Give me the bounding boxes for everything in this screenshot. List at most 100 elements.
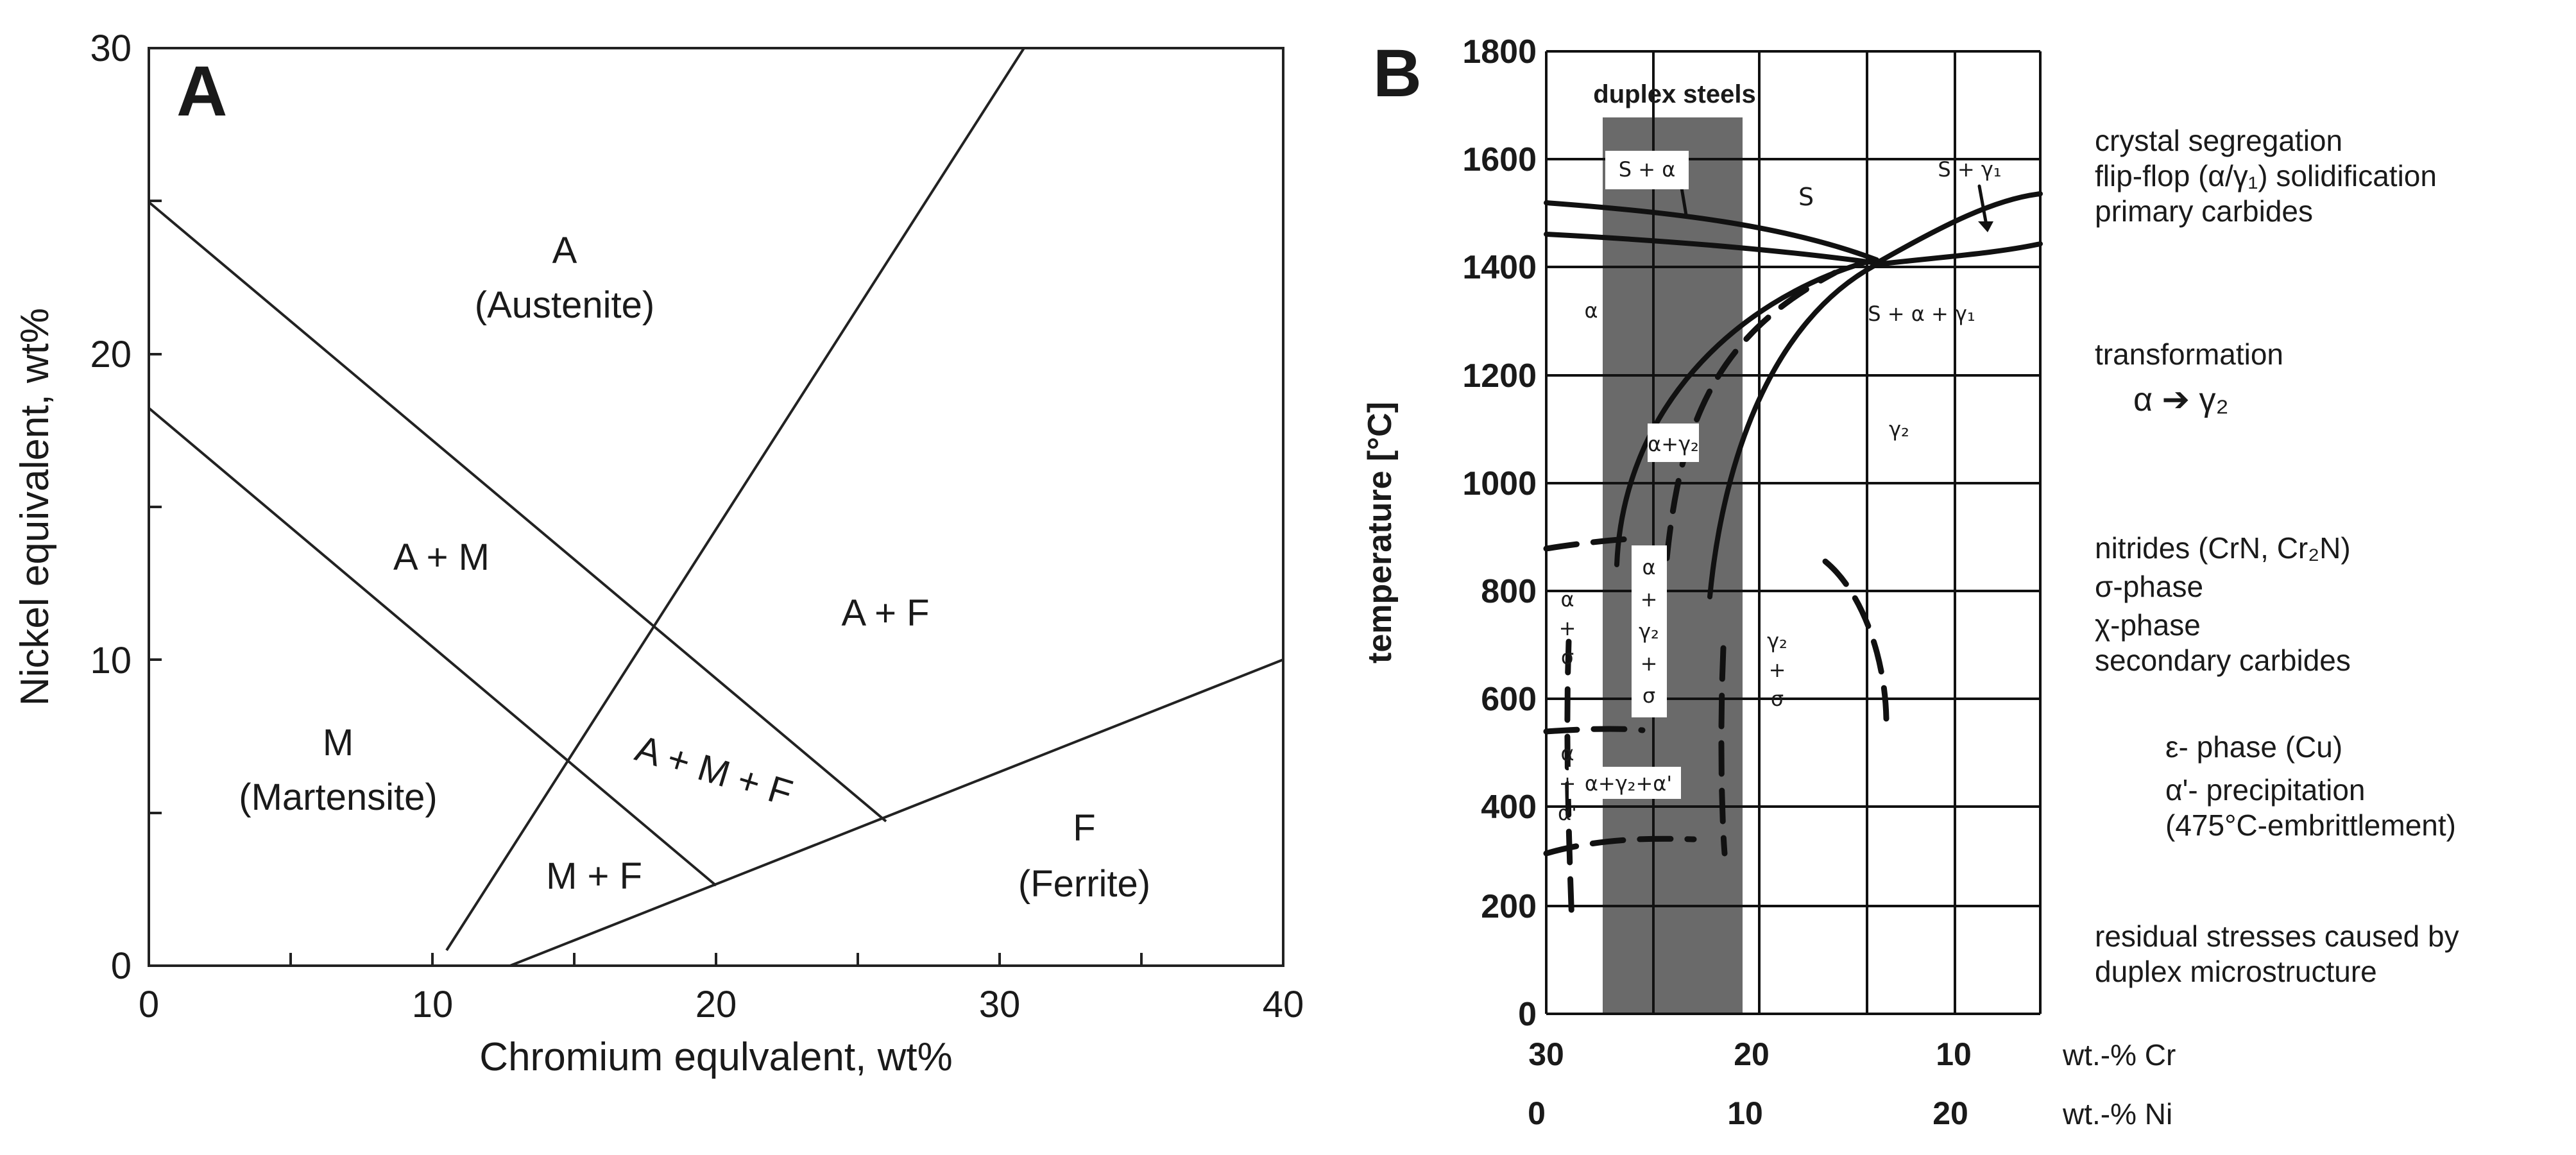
phase-s: S [1798, 183, 1814, 211]
phase-alpha-sigma-2: + [1559, 616, 1576, 640]
panel-a-letter: A [176, 52, 227, 131]
x-axis-a-title: Chromium equlvalent, wt% [479, 1035, 952, 1079]
annotation-sigma-phase: σ-phase [2095, 570, 2203, 603]
y-axis-a-title: Nickel equivalent, wt% [13, 308, 57, 706]
duplex-temperature-panel: B duplex steels S + α S S + γ₁ α S + α +… [1335, 0, 2576, 1155]
y-tick-b-400: 400 [1481, 789, 1537, 826]
plot-a-frame [148, 47, 1284, 967]
y-tick-b-1000: 1000 [1462, 465, 1537, 502]
y-tick-b-200: 200 [1481, 888, 1537, 925]
duplex-steels-label: duplex steels [1593, 80, 1755, 108]
x-axis-ni-title: wt.-% Ni [2062, 1097, 2172, 1131]
dashed-alpha-prime-top [1543, 726, 1646, 735]
phase-agas-2: + [1641, 587, 1658, 612]
alpha-gamma-boundary-outer [1614, 259, 1870, 567]
dashed-sigma-right [1822, 558, 1889, 722]
region-austenite-symbol: A [552, 230, 577, 271]
phase-aap-1: α [1560, 741, 1574, 766]
y-tick-b-0: 0 [1518, 996, 1537, 1033]
duplex-steels-band [1603, 117, 1743, 1014]
y-tick-b-1800: 1800 [1462, 33, 1537, 71]
region-austenite-martensite: A + M [393, 536, 490, 578]
phase-boundaries-a [148, 47, 1284, 967]
solidus-left [1544, 232, 1879, 266]
phase-s-gamma1: S + γ₁ [1938, 157, 2001, 182]
x-tick-ni-0: 0 [1528, 1095, 1546, 1131]
y-tick-b-1600: 1600 [1462, 141, 1537, 178]
liquidus-left [1544, 200, 1879, 262]
annotation-epsilon-phase: ε- phase (Cu) [2165, 730, 2342, 764]
annotation-alpha-prime: α'- precipitation [2165, 773, 2366, 807]
region-martensite-name: (Martensite) [239, 776, 437, 818]
schaeffler-diagram-panel: A A (Austenite) A + M A + F M (Martensit… [13, 28, 1304, 1079]
alpha-gamma-boundary-inner [1707, 262, 1879, 599]
solidus-right [1874, 241, 2043, 267]
x-tick-cr-10: 10 [1936, 1036, 1972, 1072]
x-tick-a-20: 20 [695, 984, 737, 1025]
phase-curves-solid [1544, 175, 2043, 599]
phase-s-alpha: S + α [1619, 157, 1676, 182]
x-tick-ni-10: 10 [1727, 1095, 1763, 1131]
phase-alpha: α [1584, 298, 1598, 323]
region-ferrite-symbol: F [1073, 807, 1095, 849]
annotation-embrittlement: (475°C-embrittlement) [2165, 809, 2456, 842]
y-axis-a-ticks [149, 200, 162, 814]
x-axis-cr-title: wt.-% Cr [2062, 1038, 2176, 1072]
duplex-steels-label-bg [1609, 71, 1741, 110]
phase-alpha-gamma2-alphaprime: α+γ₂+α' [1585, 771, 1672, 796]
x-tick-cr-30: 30 [1528, 1036, 1564, 1072]
y-tick-a-20: 20 [90, 334, 132, 375]
region-martensite-symbol: M [323, 722, 354, 764]
x-tick-a-30: 30 [979, 984, 1021, 1025]
liquidus-right [1874, 191, 2043, 266]
phase-aap-2: + [1559, 771, 1576, 796]
x-tick-a-40: 40 [1263, 984, 1304, 1025]
region-austenite-ferrite: A + F [841, 592, 929, 634]
austenite-martensite-upper-boundary [148, 201, 887, 823]
annotation-chi-phase: χ-phase [2095, 608, 2201, 642]
annotation-primary-carbides: primary carbides [2095, 194, 2313, 228]
dashed-alpha-prime-bottom [1543, 835, 1697, 857]
annotation-crystal-segregation: crystal segregation [2095, 124, 2342, 157]
y-tick-a-0: 0 [111, 945, 132, 987]
annotation-transformation: transformation [2095, 338, 2283, 371]
ferrite-boundary [509, 658, 1284, 967]
annotation-residual-stresses: residual stresses caused by [2095, 920, 2459, 953]
dashed-middle-vertical [1718, 645, 1728, 857]
annotation-secondary-carbides: secondary carbides [2095, 644, 2351, 677]
region-austenite-martensite-ferrite: A + M + F [631, 728, 797, 815]
phase-alpha-gamma2: α+γ₂ [1648, 432, 1699, 456]
x-tick-a-0: 0 [139, 984, 159, 1025]
phase-gs-1: γ₂ [1767, 629, 1787, 653]
x-tick-cr-20: 20 [1734, 1036, 1770, 1072]
y-tick-b-600: 600 [1481, 681, 1537, 718]
austenite-ferrite-boundary [445, 47, 1025, 952]
y-tick-b-800: 800 [1481, 573, 1537, 610]
dashed-left-vertical [1564, 638, 1575, 927]
phase-gamma2: γ₂ [1889, 417, 1909, 441]
x-tick-ni-20: 20 [1932, 1095, 1968, 1131]
x-tick-a-10: 10 [412, 984, 454, 1025]
region-martensite-ferrite: M + F [546, 855, 642, 897]
phase-gs-3: σ [1771, 687, 1784, 711]
y-tick-b-1400: 1400 [1462, 249, 1537, 286]
martensite-boundary [148, 407, 717, 887]
phase-agas-1: α [1642, 555, 1655, 579]
phase-curves-dashed [1543, 270, 1889, 927]
phase-alpha-sigma-3: σ [1561, 645, 1574, 669]
annotation-nitrides: nitrides (CrN, Cr₂N) [2095, 531, 2351, 565]
phase-alpha-sigma-1: α [1560, 587, 1574, 612]
duplex-temperature-diagram: B duplex steels S + α S S + γ₁ α S + α +… [1361, 33, 2459, 1131]
phase-s-alpha-gamma1: S + α + γ₁ [1868, 302, 1975, 326]
region-austenite-name: (Austenite) [475, 284, 654, 326]
annotation-alpha-to-gamma: α ➔ γ₂ [2133, 381, 2229, 418]
phase-agas-4: + [1641, 651, 1658, 676]
region-ferrite-name: (Ferrite) [1018, 863, 1150, 905]
label-boxes-b [1569, 151, 1699, 799]
x-axis-a-ticks [148, 953, 1143, 966]
phase-agas-3: γ₂ [1639, 619, 1659, 644]
y-tick-a-30: 30 [90, 28, 132, 69]
dashed-alpha-gamma [1664, 270, 1838, 561]
dashed-sigma-top-left [1543, 536, 1633, 552]
y-tick-a-10: 10 [90, 640, 132, 681]
